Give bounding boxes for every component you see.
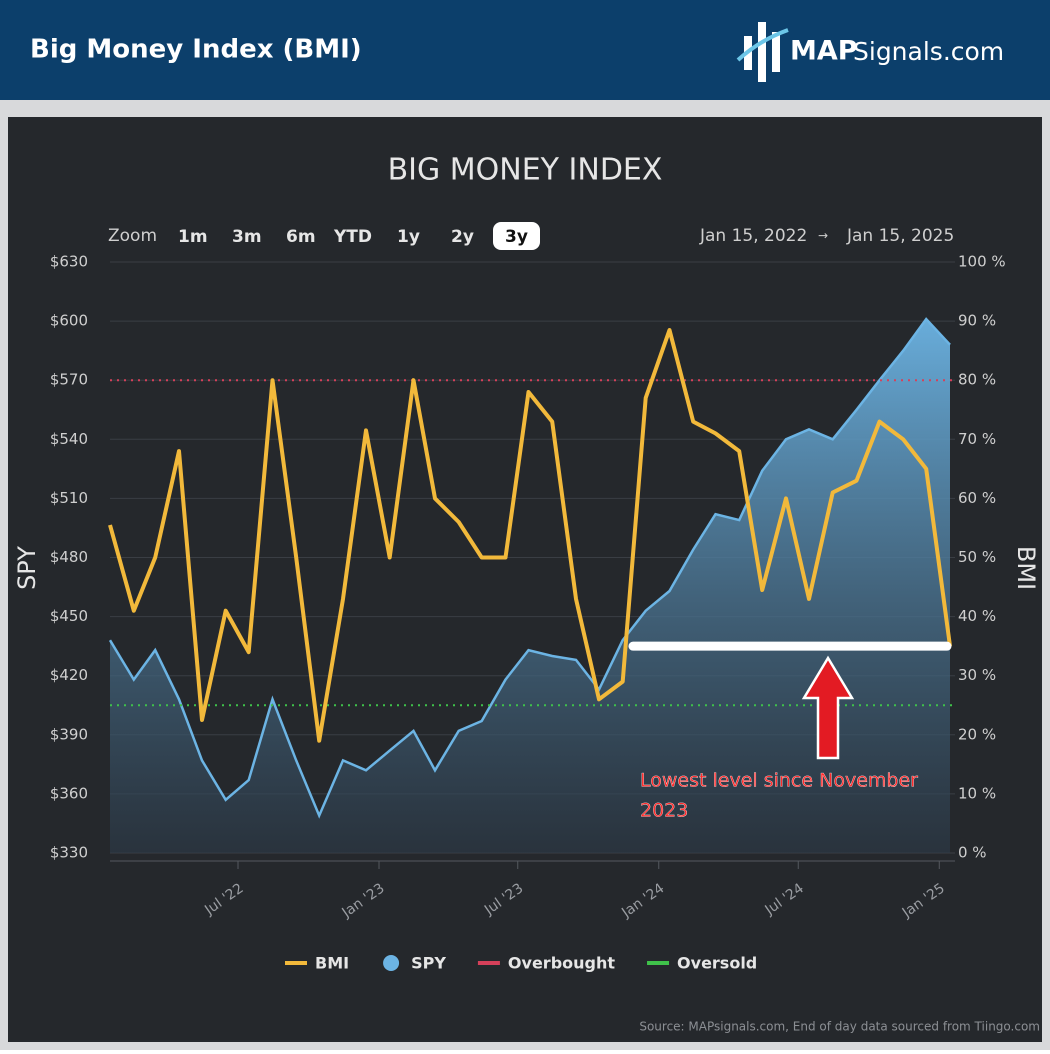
legend-label: Oversold [677,954,757,973]
y-tick-label: $420 [50,666,88,684]
zoom-button[interactable]: YTD [333,227,372,247]
y-tick-label: $330 [50,844,88,862]
y2-tick-label: 60 % [958,489,996,507]
y-tick-label: $510 [50,489,88,507]
annotation-text: Lowest level since November [640,770,918,792]
y2-axis-title: BMI [1012,546,1040,590]
range-to: Jan 15, 2025 [846,226,954,246]
spy-area [110,319,950,854]
y-tick-label: $570 [50,371,88,389]
legend-label: BMI [315,954,349,973]
logo-rest: Signals.com [853,37,1004,66]
zoom-button[interactable]: 1m [178,227,208,247]
zoom-button[interactable]: 2y [451,227,474,247]
header-bar [0,0,1050,100]
header-title: Big Money Index (BMI) [30,35,362,65]
bmi-line [108,328,952,743]
range-arrow: → [818,229,828,243]
annotation-arrow [801,655,855,760]
y2-tick-label: 80 % [958,371,996,389]
y2-tick-label: 40 % [958,607,996,625]
y-tick-label: $450 [50,607,88,625]
zoom-button[interactable]: 1y [397,227,420,247]
chart-title: BIG MONEY INDEX [388,153,663,188]
y2-tick-label: 50 % [958,548,996,566]
annotation-text: 2023 [640,800,688,822]
y-axis-title: SPY [13,546,41,590]
zoom-button[interactable]: 3m [232,227,262,247]
logo-bold: MAP [790,36,858,67]
y2-tick-label: 10 % [958,784,996,802]
y2-tick-label: 70 % [958,430,996,448]
zoom-button[interactable]: 6m [286,227,316,247]
zoom-label: Zoom [108,226,157,246]
y-tick-label: $540 [50,430,88,448]
y2-tick-label: 20 % [958,725,996,743]
y2-tick-label: 0 % [958,844,987,862]
source: Source: MAPsignals.com, End of day data … [639,1020,1040,1034]
zoom-button[interactable]: 3y [505,227,528,247]
legend-label: Overbought [508,954,615,973]
y-tick-label: $630 [50,253,88,271]
y-tick-label: $390 [50,725,88,743]
zoom-button-bg[interactable] [493,222,540,250]
spy-line [108,317,951,819]
y-tick-label: $360 [50,784,88,802]
y-tick-label: $600 [50,312,88,330]
legend-label: SPY [411,954,446,973]
y-tick-label: $480 [50,548,88,566]
y2-tick-label: 30 % [958,666,996,684]
legend-swatch [383,955,400,971]
logo-icon [736,22,789,82]
y2-tick-label: 100 % [958,253,1006,271]
y2-tick-label: 90 % [958,312,996,330]
range-from: Jan 15, 2022 [699,226,807,246]
